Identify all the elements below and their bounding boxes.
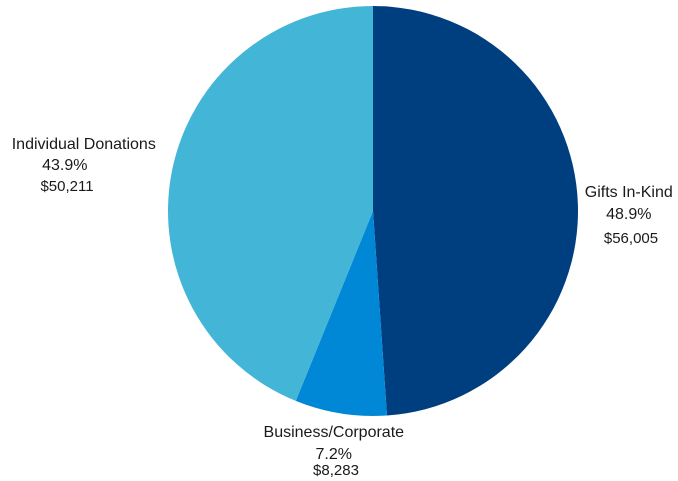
- slice-value-business-corporate: $8,283: [313, 462, 359, 479]
- pie-slice-individual-donations: [168, 6, 373, 401]
- slice-label-gifts-in-kind: Gifts In-Kind 48.9% $56,005: [585, 184, 677, 247]
- slice-percent-individual-donations: 43.9%: [42, 157, 87, 174]
- slice-label-individual-donations: Individual Donations 43.9% $50,211: [12, 136, 161, 195]
- slice-label-business-corporate: Business/Corporate 7.2% $8,283: [264, 424, 409, 479]
- pie-slices: [168, 6, 579, 416]
- slice-name-gifts-in-kind: Gifts In-Kind: [585, 184, 673, 201]
- pie-slice-gifts-in-kind: [373, 6, 579, 416]
- slice-value-individual-donations: $50,211: [40, 178, 93, 195]
- slice-percent-gifts-in-kind: 48.9%: [606, 206, 651, 223]
- slice-name-individual-donations: Individual Donations: [12, 136, 156, 153]
- slice-percent-business-corporate: 7.2%: [316, 446, 352, 463]
- slice-name-business-corporate: Business/Corporate: [264, 424, 405, 441]
- slice-value-gifts-in-kind: $56,005: [604, 230, 658, 247]
- pie-slice-business-corporate: [295, 211, 387, 416]
